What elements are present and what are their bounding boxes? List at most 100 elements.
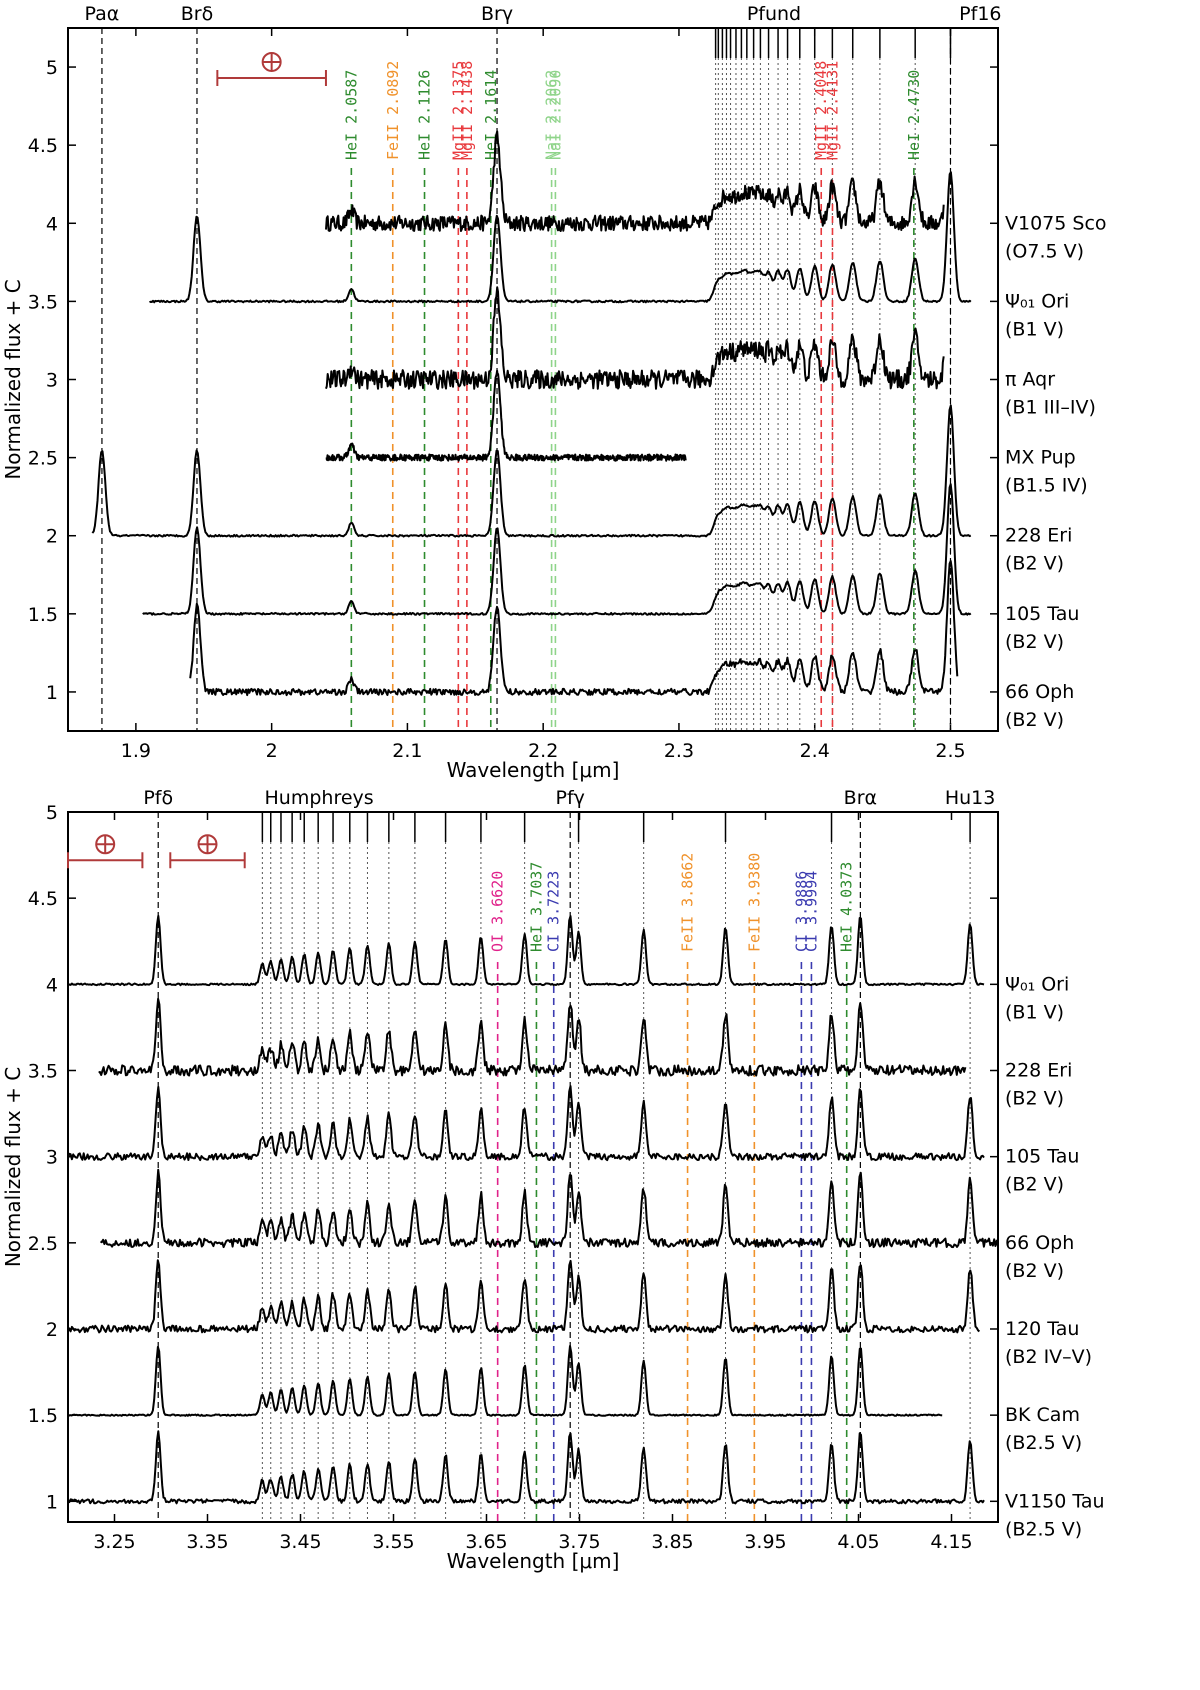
spectrum-line <box>68 1259 981 1334</box>
series-name-label: V1075 Sco <box>1005 212 1107 234</box>
series-name-label: MX Pup <box>1005 447 1076 469</box>
spectrum-line <box>68 914 985 987</box>
line-id-label: HeI 2.1126 <box>416 70 434 160</box>
series-sptype-label: (B1 V) <box>1005 318 1064 340</box>
y-axis-title: Normalized flux + C <box>1 1067 25 1267</box>
plot-frame <box>67 811 999 1523</box>
y-tick-label: 2 <box>46 1319 58 1341</box>
x-tick-label: 2.3 <box>664 740 694 762</box>
y-tick-label: 5 <box>46 802 58 824</box>
line-id-label: HeI 2.4730 <box>905 70 923 160</box>
spectrum-line <box>325 130 945 232</box>
series-sptype-label: (O7.5 V) <box>1005 240 1084 262</box>
y-tick-label: 4.5 <box>28 135 58 157</box>
spectrum-line <box>189 560 959 697</box>
series-sptype-label: (B2.5 V) <box>1005 1432 1082 1454</box>
y-tick-label: 3.5 <box>28 291 58 313</box>
y-tick-label: 2.5 <box>28 1233 58 1255</box>
transition-label: Pfund <box>747 3 801 25</box>
series-name-label: Ψ₀₁ Ori <box>1005 290 1069 312</box>
y-tick-label: 1 <box>46 682 58 704</box>
y-axis-title: Normalized flux + C <box>1 279 25 479</box>
line-id-label: FeII 2.0892 <box>384 61 402 160</box>
spectrum-line <box>68 1085 985 1162</box>
series-name-label: 105 Tau <box>1005 1146 1079 1168</box>
y-tick-label: 3 <box>46 370 58 392</box>
transition-label: Brα <box>844 787 877 809</box>
spectrum-line <box>142 483 972 616</box>
panel-top: 1.9 2 2.1 2.2 2.3 2.4 2.5 1 1.5 2 2.5 3 3.5 4 4.5 5 Wave… <box>1 3 1107 782</box>
line-id-label: MgII 2.1438 <box>458 61 476 160</box>
x-tick-label: 3.95 <box>744 1531 786 1553</box>
line-id-label: FeII 3.9380 <box>745 853 763 952</box>
line-id-label: OI 3.6620 <box>489 871 507 952</box>
series-name-label: 66 Oph <box>1005 681 1074 703</box>
series-sptype-label: (B2.5 V) <box>1005 1518 1082 1540</box>
spectrum-line <box>100 1168 998 1249</box>
transition-label: Humphreys <box>265 787 374 809</box>
x-tick-label: 3.35 <box>186 1531 228 1553</box>
x-tick-label: 2.1 <box>392 740 422 762</box>
series-sptype-label: (B2 V) <box>1005 1260 1064 1282</box>
series-sptype-label: (B2 V) <box>1005 1174 1064 1196</box>
x-tick-label: 2 <box>266 740 278 762</box>
line-id-label: MgII 2.4131 <box>824 61 842 160</box>
x-tick-label: 3.25 <box>93 1531 135 1553</box>
spectrum-line <box>98 997 967 1077</box>
panel-bottom: 3.25 3.35 3.45 3.55 3.65 3.75 3.85 3.95 4.05 4.15… <box>1 787 1105 1573</box>
y-tick-label: 5 <box>46 57 58 79</box>
x-tick-label: 3.85 <box>651 1531 693 1553</box>
series-name-label: 66 Oph <box>1005 1232 1074 1254</box>
series-sptype-label: (B2 V) <box>1005 631 1064 653</box>
transition-label: Brγ <box>481 3 513 25</box>
line-id-label: MgII 2.4048 <box>812 61 830 160</box>
line-id-label: HeI 2.1614 <box>482 70 500 160</box>
series-name-label: 228 Eri <box>1005 1059 1072 1081</box>
x-tick-label: 4.15 <box>930 1531 972 1553</box>
transition-label: Pfγ <box>556 787 585 809</box>
series-name-label: 105 Tau <box>1005 603 1079 625</box>
y-tick-label: 4 <box>46 213 58 235</box>
line-id-label: HeI 4.0373 <box>838 862 856 952</box>
y-tick-label: 1.5 <box>28 604 58 626</box>
series-sptype-label: (B2 V) <box>1005 709 1064 731</box>
series-sptype-label: (B2 V) <box>1005 1087 1064 1109</box>
y-tick-label: 2.5 <box>28 448 58 470</box>
x-axis-title: Wavelength [μm] <box>447 1549 620 1573</box>
series-name-label: 228 Eri <box>1005 525 1072 547</box>
line-id-label: HeI 3.7037 <box>527 862 545 952</box>
y-tick-label: 1 <box>46 1491 58 1513</box>
x-axis-title: Wavelength [μm] <box>447 758 620 782</box>
x-tick-label: 3.45 <box>279 1531 321 1553</box>
transition-label: Pf16 <box>959 3 1001 25</box>
x-tick-label: 3.65 <box>465 1531 507 1553</box>
spectrum-line <box>91 404 972 538</box>
line-id-label: NaI 2.2062 <box>543 70 561 160</box>
line-id-label: HeI 2.0587 <box>342 70 360 160</box>
line-id-label: CI 3.7223 <box>545 871 563 952</box>
spectrum-line <box>325 286 945 390</box>
series-name-label: BK Cam <box>1005 1404 1080 1426</box>
x-tick-label: 3.55 <box>372 1531 414 1553</box>
transition-label: Brδ <box>181 3 213 25</box>
transition-label: Pfδ <box>143 787 173 809</box>
series-name-label: V1150 Tau <box>1005 1490 1105 1512</box>
line-id-label: CI 3.9886 <box>792 871 810 952</box>
x-tick-label: 2.4 <box>800 740 830 762</box>
transition-label: Hu13 <box>945 787 996 809</box>
series-sptype-label: (B1 III–IV) <box>1005 397 1096 419</box>
x-tick-label: 3.75 <box>558 1531 600 1553</box>
spectrum-line <box>68 1430 985 1505</box>
series-name-label: Ψ₀₁ Ori <box>1005 973 1069 995</box>
y-tick-label: 4.5 <box>28 888 58 910</box>
series-sptype-label: (B1 V) <box>1005 1001 1064 1023</box>
series-sptype-label: (B1.5 IV) <box>1005 475 1088 497</box>
spectrum-line <box>68 1345 943 1417</box>
x-tick-label: 4.05 <box>837 1531 879 1553</box>
spectrum-line <box>149 171 972 304</box>
transition-label: Paα <box>85 3 120 25</box>
line-id-label: CI 3.9994 <box>802 871 820 952</box>
y-tick-label: 3.5 <box>28 1060 58 1082</box>
x-tick-label: 2.5 <box>935 740 965 762</box>
